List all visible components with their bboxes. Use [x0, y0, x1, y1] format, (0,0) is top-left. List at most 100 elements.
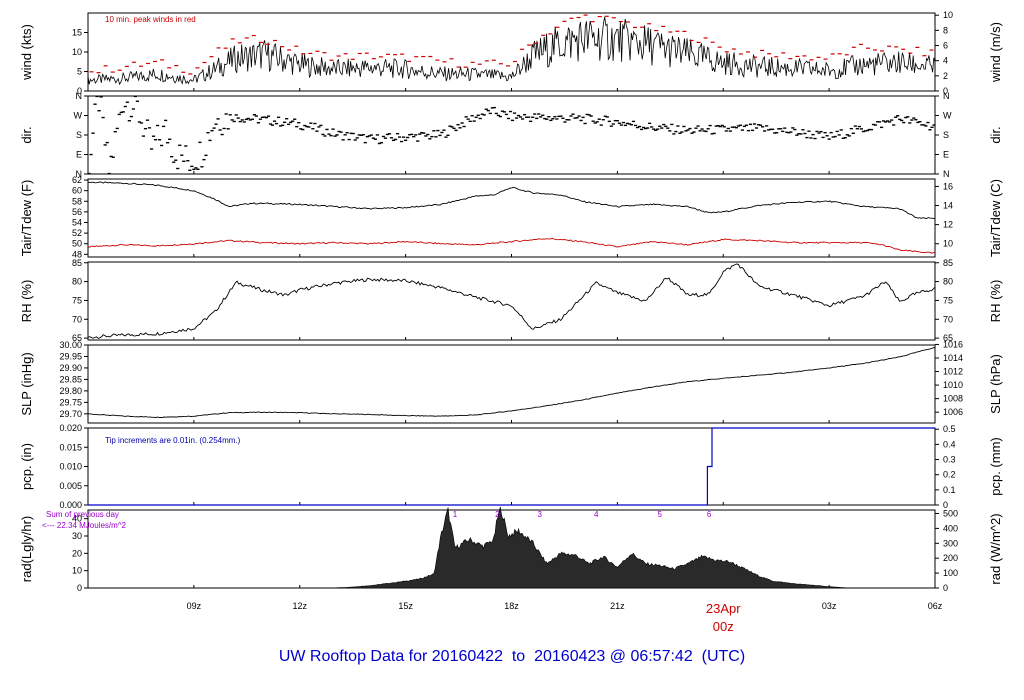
temp-ytick-label: 58: [72, 196, 82, 206]
rad-ylabel: rad(Lgly/hr): [19, 516, 34, 582]
rad-annotation-bottom: <--- 22.34 MJoules/m^2: [42, 521, 127, 530]
pcp-ytick-label: 0.005: [59, 481, 82, 491]
dir-ytick-right-label: N: [943, 91, 950, 101]
wind-annotation: 10 min. peak winds in red: [105, 15, 196, 24]
rh-ytick-label: 80: [72, 277, 82, 287]
slp-ytick-right-label: 1010: [943, 380, 963, 390]
pcp-ytick-right-label: 0.5: [943, 424, 956, 434]
day-marker-date: 23Apr: [706, 601, 741, 616]
wind-ytick-label: 5: [77, 67, 82, 77]
wind-line: [87, 16, 936, 86]
dir-ylabel-right: dir.: [988, 126, 1003, 143]
temp-frame: [87, 178, 936, 258]
wind-ytick-right-label: 2: [943, 71, 948, 81]
rad-marker-label: 6: [707, 510, 712, 519]
temp-air-line: [87, 181, 936, 220]
temp-dew-line: [87, 237, 936, 254]
rh-ytick-right-label: 75: [943, 295, 953, 305]
temp-ytick-right-label: 14: [943, 201, 953, 211]
temp-ytick-label: 50: [72, 239, 82, 249]
pcp-ytick-right-label: 0.3: [943, 455, 956, 465]
temp-ytick-label: 48: [72, 249, 82, 259]
rad-ytick-label: 40: [72, 514, 82, 524]
xtick-label: 15z: [398, 601, 413, 611]
pcp-ytick-right-label: 0.1: [943, 485, 956, 495]
rh-ytick-right-label: 85: [943, 258, 953, 268]
rad-ytick-right-label: 400: [943, 523, 958, 533]
xtick-label: 03z: [822, 601, 837, 611]
rh-ylabel-right: RH (%): [988, 280, 1003, 323]
rad-marker-label: 2: [495, 510, 500, 519]
dir-ytick-right-label: E: [943, 150, 949, 160]
rh-ytick-label: 85: [72, 258, 82, 268]
weather-charts: 0 5 10 1 50 2 4 6 8 10 wind (kts) wind (m/s) 10 min.…: [19, 10, 1003, 634]
pcp-ytick-label: 0.015: [59, 442, 82, 452]
slp-ytick-label: 29.90: [59, 363, 82, 373]
rad-marker-label: 4: [594, 510, 599, 519]
slp-ytick-right-label: 1012: [943, 367, 963, 377]
temp-ylabel: Tair/Tdew (F): [19, 180, 34, 257]
wind-ytick-right-label: 8: [943, 25, 948, 35]
rh-frame: [87, 261, 936, 341]
pcp-ytick-right-label: 0.2: [943, 470, 956, 480]
dir-ylabel: dir.: [19, 126, 34, 143]
rad-marker-label: 1: [453, 510, 458, 519]
rad-ytick-right-label: 300: [943, 538, 958, 548]
rh-line: [87, 263, 936, 339]
xtick-label: 06z: [928, 601, 943, 611]
dir-frame: [87, 95, 936, 175]
temp-ytick-label: 62: [72, 175, 82, 185]
rad-ytick-right-label: 200: [943, 553, 958, 563]
slp-ytick-label: 29.85: [59, 374, 82, 384]
temp-ytick-right-label: 10: [943, 239, 953, 249]
dir-ytick-label: N: [76, 91, 83, 101]
dir-ytick-label: N: [76, 169, 83, 179]
rh-ytick-right-label: 80: [943, 277, 953, 287]
panel-rh: 65 70 75 80 85 65 70 75 80 85 RH (%) RH (%): [19, 258, 1003, 343]
dir-ytick-label: W: [74, 111, 83, 121]
wind-ytick-label: 10: [72, 47, 82, 57]
panel-pcp: 0.000 0.005 0.010 0.015 0.020 0 0.1 0.2 0.3 0.4 0.…: [19, 423, 1003, 510]
wind-ytick-right-label: 4: [943, 56, 948, 66]
rad-ytick-label: 0: [77, 583, 82, 593]
rad-ytick-label: 30: [72, 531, 82, 541]
slp-ytick-label: 29.70: [59, 409, 82, 419]
temp-ytick-right-label: 12: [943, 220, 953, 230]
wind-ylabel: wind (kts): [19, 24, 34, 81]
slp-ytick-label: 30.00: [59, 340, 82, 350]
dir-ytick-label: S: [76, 130, 82, 140]
pcp-line: [88, 427, 935, 506]
wind-ytick-right-label: 6: [943, 41, 948, 51]
xtick-label: 09z: [187, 601, 202, 611]
xtick-label: 18z: [504, 601, 519, 611]
slp-line: [88, 346, 936, 419]
slp-ytick-right-label: 1006: [943, 407, 963, 417]
wind-ylabel-right: wind (m/s): [988, 22, 1003, 83]
slp-ylabel-right: SLP (hPa): [988, 354, 1003, 414]
slp-ytick-right-label: 1014: [943, 353, 963, 363]
rad-ytick-label: 20: [72, 548, 82, 558]
rad-ylabel-right: rad (W/m^2): [988, 513, 1003, 584]
dir-ytick-right-label: S: [943, 130, 949, 140]
rh-ylabel: RH (%): [19, 280, 34, 323]
dir-ytick-right-label: N: [943, 169, 950, 179]
dir-ytick-right-label: W: [943, 111, 952, 121]
temp-ytick-label: 54: [72, 218, 82, 228]
chart-footer-title: UW Rooftop Data for 20160422 to 20160423…: [0, 648, 1024, 666]
temp-ytick-label: 56: [72, 207, 82, 217]
slp-ytick-label: 29.75: [59, 397, 82, 407]
pcp-ylabel-right: pcp. (mm): [988, 437, 1003, 496]
panel-wind: 0 5 10 15 0 2 4 6 8 10 wind (kts) wind (m/s) 10 min.…: [19, 10, 1003, 96]
temp-ylabel-right: Tair/Tdew (C): [988, 179, 1003, 257]
pcp-ytick-label: 0.020: [59, 423, 82, 433]
pcp-ytick-label: 0.000: [59, 500, 82, 510]
rh-ytick-label: 70: [72, 314, 82, 324]
wind-ytick-label: 15: [72, 28, 82, 38]
pcp-annotation: Tip increments are 0.01in. (0.254mm.): [105, 436, 241, 445]
rh-ytick-label: 65: [72, 333, 82, 343]
wind-ytick-right-label: 10: [943, 10, 953, 20]
rad-annotation-top: Sum of previous day: [46, 510, 119, 519]
rad-ytick-right-label: 500: [943, 508, 958, 518]
